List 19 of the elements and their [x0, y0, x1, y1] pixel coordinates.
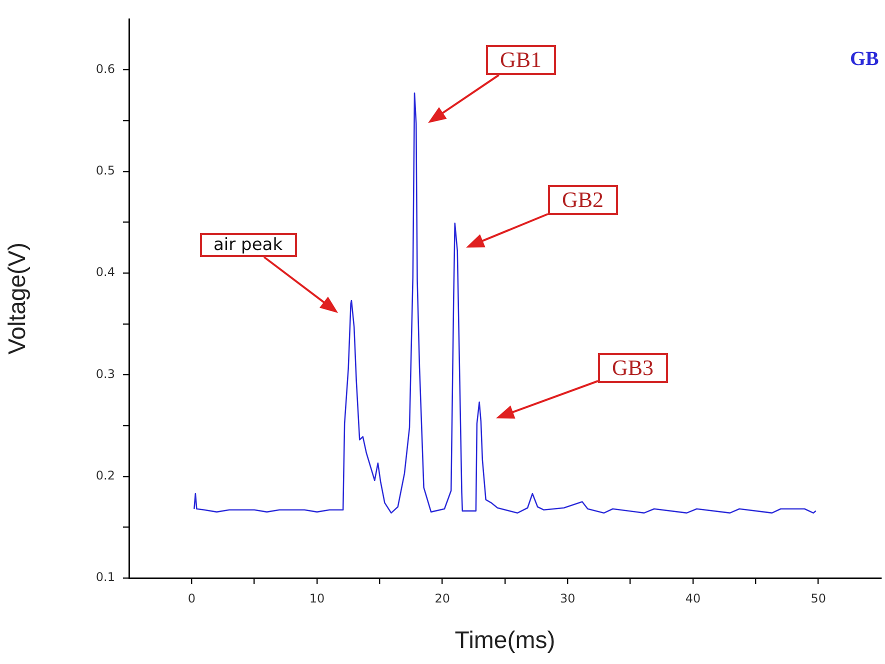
- y-tick-label: 0.2: [96, 468, 115, 482]
- x-axis-title: Time(ms): [454, 627, 556, 654]
- x-tick-label: 40: [685, 591, 701, 606]
- x-tick-label: 0: [188, 591, 196, 606]
- x-tick-label: 30: [560, 591, 576, 606]
- y-tick-label: 0.6: [96, 62, 115, 76]
- y-tick-label: 0.4: [96, 265, 115, 280]
- annotation: air peak: [200, 233, 297, 257]
- y-tick-label: 0.5: [96, 164, 115, 178]
- x-tick-label: 10: [309, 591, 325, 606]
- annotation: GB3: [598, 353, 668, 383]
- x-tick-label: 50: [810, 591, 826, 606]
- y-axis-title: Voltage(V): [4, 242, 32, 355]
- y-tick-label: 0.1: [96, 570, 115, 584]
- y-tick-label: 0.3: [96, 366, 115, 381]
- x-tick-label: 20: [434, 591, 450, 606]
- annotation: GB2: [548, 185, 618, 215]
- text: GB: [850, 48, 879, 70]
- annotation: GB1: [486, 45, 556, 75]
